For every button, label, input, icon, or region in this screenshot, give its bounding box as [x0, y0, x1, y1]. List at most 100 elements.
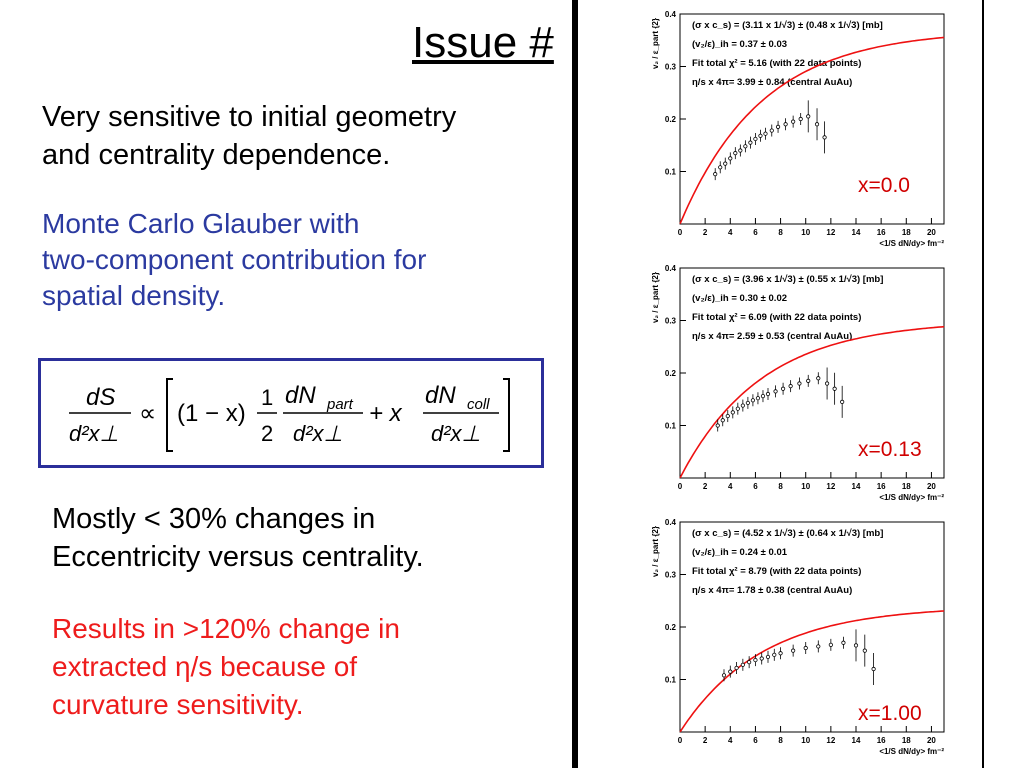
data-point [730, 410, 735, 415]
data-point [822, 135, 827, 140]
fit-curve [679, 36, 945, 225]
data-point [814, 122, 820, 127]
results-note: Results in >120% change in extracted η/s… [52, 610, 400, 724]
fit-annotation: (σ x c_s) = (4.52 x 1/√3) ± (0.64 x 1/√3… [692, 528, 883, 539]
data-point [755, 396, 761, 401]
data-point [734, 665, 739, 671]
data-point [806, 114, 811, 119]
data-point [715, 423, 720, 428]
data-point [780, 386, 786, 391]
figure-panel [578, 0, 982, 768]
x-tick-label: 10 [801, 482, 810, 491]
eq-npart-num: dN [285, 382, 316, 409]
plot-x0-label: x=0.0 [858, 174, 910, 197]
x-tick-label: 8 [778, 482, 783, 491]
eccentricity-note-line2: Eccentricity versus centrality. [52, 541, 424, 573]
data-point [773, 389, 778, 394]
plot-x100-label: x=1.00 [858, 702, 922, 725]
x-tick-label: 18 [902, 736, 911, 745]
x-tick-label: 10 [801, 228, 810, 237]
y-axis-label: v₂ / ε_part {2} [651, 18, 660, 69]
data-point [803, 645, 808, 651]
x-tick-label: 8 [778, 736, 783, 745]
y-tick-label: 0.1 [665, 676, 677, 685]
x-tick-label: 14 [852, 482, 861, 491]
data-point [747, 660, 752, 665]
results-note-line2: extracted η/s because of [52, 651, 358, 682]
x-tick-label: 6 [753, 736, 758, 745]
figure-left-border [572, 0, 578, 768]
y-tick-label: 0.2 [665, 369, 677, 378]
data-point [740, 403, 745, 408]
equation: dS d²x⊥ ∝ (1 − x) 1 2 dN part d²x⊥ + x d… [69, 378, 510, 452]
eq-npart-den: d²x⊥ [293, 421, 343, 446]
x-tick-label: 16 [877, 228, 886, 237]
fit-annotation: Fit total χ² = 5.16 (with 22 data points… [692, 58, 861, 69]
eq-propto: ∝ [139, 400, 156, 427]
x-tick-label: 12 [826, 736, 835, 745]
equation-box: dS d²x⊥ ∝ (1 − x) 1 2 dN part d²x⊥ + x d… [38, 358, 544, 468]
x-tick-label: 6 [753, 482, 758, 491]
y-axis-label: v₂ / ε_part {2} [651, 272, 660, 323]
x-tick-label: 16 [877, 482, 886, 491]
data-point [750, 398, 756, 403]
data-point [797, 381, 802, 386]
results-note-line1: Results in >120% change in [52, 613, 400, 644]
x-tick-label: 0 [678, 736, 683, 745]
data-point [735, 406, 740, 411]
x-tick-label: 16 [877, 736, 886, 745]
data-point [816, 376, 821, 381]
eccentricity-note: Mostly < 30% changes in Eccentricity ver… [52, 500, 424, 576]
data-point [753, 657, 758, 663]
data-point [841, 640, 846, 645]
data-point [806, 378, 811, 383]
data-point [791, 119, 796, 124]
fit-annotation: (σ x c_s) = (3.11 x 1/√3) ± (0.48 x 1/√3… [692, 20, 883, 31]
plot-x013-label: x=0.13 [858, 438, 922, 461]
eq-left-bracket [166, 378, 173, 452]
y-tick-label: 0.4 [665, 264, 677, 273]
data-point [824, 381, 830, 386]
x-tick-label: 20 [927, 736, 936, 745]
y-tick-label: 0.1 [665, 168, 677, 177]
x-tick-label: 4 [728, 482, 733, 491]
x-tick-label: 2 [703, 482, 708, 491]
data-point [760, 394, 766, 399]
x-tick-label: 18 [902, 228, 911, 237]
glauber-note-line3: spatial density. [42, 280, 226, 311]
data-point [772, 652, 777, 657]
glauber-note: Monte Carlo Glauber with two-component c… [42, 206, 426, 314]
data-point [759, 656, 764, 661]
x-axis-label: <1/S dN/dy> fm⁻² [879, 239, 944, 248]
data-point [721, 673, 727, 678]
eq-ncoll-den: d²x⊥ [431, 421, 481, 446]
data-point [713, 172, 718, 177]
data-point [788, 384, 793, 389]
x-tick-label: 12 [826, 482, 835, 491]
geometry-note: Very sensitive to initial geometry and c… [42, 98, 456, 174]
y-tick-label: 0.2 [665, 623, 677, 632]
glauber-note-line2: two-component contribution for [42, 244, 427, 275]
data-point [723, 161, 728, 166]
data-point [783, 122, 788, 127]
eq-ncoll-sub: coll [467, 396, 490, 413]
eq-npart-sub: part [326, 396, 354, 413]
x-tick-label: 0 [678, 482, 683, 491]
geometry-note-line2: and centrality dependence. [42, 139, 391, 171]
fit-annotation: η/s x 4π= 3.99 ± 0.84 (central AuAu) [692, 77, 852, 88]
y-tick-label: 0.1 [665, 422, 677, 431]
data-point [753, 136, 758, 142]
data-point [763, 131, 768, 136]
data-point [791, 648, 796, 653]
eq-plus-x: + x [369, 400, 403, 427]
data-point [862, 648, 867, 653]
slide-title: Issue # [412, 18, 554, 67]
eq-lhs-den: d²x⊥ [69, 421, 119, 446]
y-tick-label: 0.3 [665, 571, 677, 580]
data-point [718, 165, 723, 170]
data-point [853, 643, 859, 648]
x-tick-label: 12 [826, 228, 835, 237]
geometry-note-line1: Very sensitive to initial geometry [42, 101, 457, 133]
fit-annotation: (σ x c_s) = (3.96 x 1/√3) ± (0.55 x 1/√3… [692, 274, 883, 285]
fit-annotation: η/s x 4π= 1.78 ± 0.38 (central AuAu) [692, 585, 852, 596]
